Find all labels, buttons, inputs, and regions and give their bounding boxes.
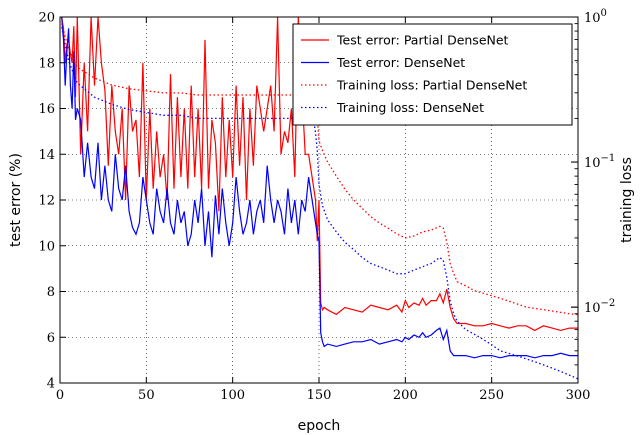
y-left-tick-label: 8 (47, 285, 55, 300)
x-tick-label: 250 (479, 388, 504, 403)
plot-area (61, 17, 578, 380)
y-axis-left-label: test error (%) (8, 153, 24, 247)
y-axis-right-label: training loss (619, 157, 635, 243)
y-left-tick-label: 6 (47, 331, 55, 346)
y-right-tick-label: 100 (584, 8, 607, 26)
y-right-tick-label: 10−1 (584, 153, 615, 171)
y-left-tick-label: 14 (38, 148, 55, 163)
x-tick-label: 50 (138, 388, 155, 403)
x-tick-label: 100 (220, 388, 245, 403)
x-tick-label: 300 (566, 388, 591, 403)
y-left-tick-label: 10 (38, 239, 55, 254)
x-axis-label: epoch (298, 418, 341, 434)
legend-label-0: Test error: Partial DenseNet (336, 33, 509, 48)
y-left-tick-label: 20 (38, 11, 55, 26)
legend-label-3: Training loss: DenseNet (336, 100, 484, 115)
series-line-1 (61, 17, 578, 359)
y-right-tick-label: 10−2 (584, 298, 615, 316)
series-line-0 (61, 17, 578, 332)
series-line-2 (61, 23, 578, 316)
x-tick-label: 150 (307, 388, 332, 403)
y-left-tick-label: 16 (38, 102, 55, 117)
axis-ticks: 0 50 100 150 200 250 300 4 6 8 10 12 14 16 18 20 100 10−1… (38, 8, 615, 403)
legend-label-2: Training loss: Partial DenseNet (336, 78, 527, 93)
x-tick-label: 200 (393, 388, 418, 403)
x-tick-label: 0 (56, 388, 64, 403)
legend-label-1: Test error: DenseNet (336, 55, 465, 70)
y-left-tick-label: 18 (38, 56, 55, 71)
y-left-tick-label: 12 (38, 194, 55, 209)
legend: Test error: Partial DenseNet Test error: … (292, 23, 573, 126)
legend-box (292, 23, 573, 126)
series-line-3 (61, 27, 578, 380)
y-left-tick-label: 4 (47, 377, 55, 392)
